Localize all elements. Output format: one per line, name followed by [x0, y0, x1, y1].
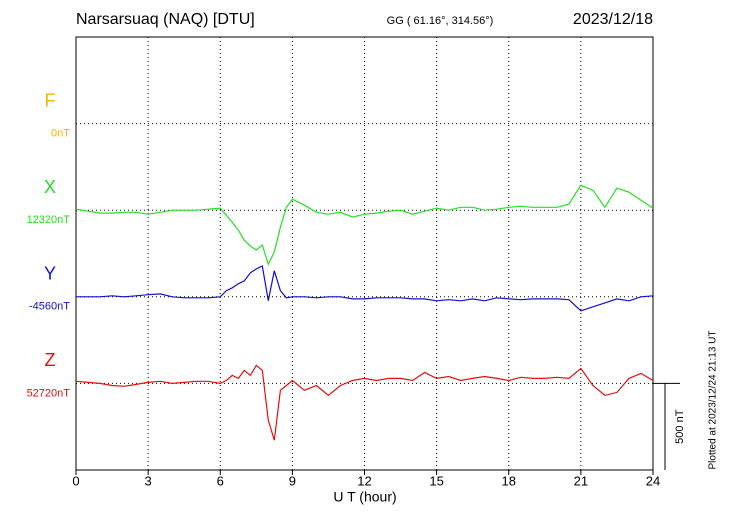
- series-baseline-label: 0nT: [51, 128, 70, 140]
- series-line: [76, 265, 654, 312]
- series-name: Y: [44, 264, 56, 284]
- x-tick-label: 3: [145, 473, 152, 488]
- x-tick-label: 21: [574, 473, 588, 488]
- x-tick-label: 15: [429, 473, 443, 488]
- chart-title: Narsarsuaq (NAQ) [DTU]: [76, 11, 255, 28]
- series-name: X: [44, 177, 56, 197]
- series-name: F: [45, 90, 56, 110]
- x-tick-label: 24: [646, 473, 660, 488]
- series-line: [75, 364, 654, 441]
- chart-subtitle: GG ( 61.16°, 314.56°): [387, 15, 494, 27]
- x-tick-label: 18: [502, 473, 516, 488]
- x-tick-label: 9: [289, 473, 296, 488]
- plot-note: Plotted at 2023/12/24 21:13 UT: [708, 331, 719, 470]
- series-baseline-label: 12320nT: [27, 214, 71, 226]
- series-baseline-label: -4560nT: [29, 301, 70, 313]
- series-line: [75, 184, 654, 266]
- scale-bar-label: 500 nT: [674, 409, 686, 444]
- x-tick-label: 0: [72, 473, 79, 488]
- series-baseline-label: 52720nT: [27, 387, 71, 399]
- series-name: Z: [45, 350, 56, 370]
- x-tick-label: 6: [217, 473, 224, 488]
- chart-date: 2023/12/18: [573, 11, 653, 28]
- x-tick-label: 12: [357, 473, 371, 488]
- x-axis-label: U T (hour): [333, 489, 396, 505]
